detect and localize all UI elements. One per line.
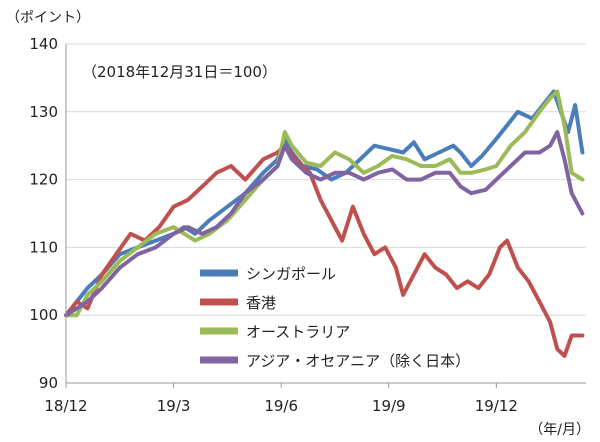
y-tick-label: 120: [29, 171, 58, 189]
x-tick-label: 19/9: [372, 397, 406, 415]
x-tick-label: 19/6: [264, 397, 298, 415]
series-lines: [64, 89, 585, 358]
x-axis-ticks: 18/12 19/3 19/6 19/9 19/12: [44, 383, 518, 415]
x-tick-label: 19/12: [475, 397, 518, 415]
y-tick-label: 130: [29, 103, 58, 121]
legend-label-0: シンガポール: [246, 265, 336, 283]
series-line-2: [64, 89, 585, 318]
y-tick-label: 110: [29, 238, 58, 256]
y-axis-unit-label: （ポイント）: [6, 10, 90, 26]
legend-label-1: 香港: [246, 294, 276, 312]
legend-label-2: オーストラリア: [246, 323, 350, 341]
y-tick-label: 90: [39, 374, 58, 392]
y-axis-ticks: 90 100 110 120 130 140: [29, 35, 58, 392]
series-line-3: [64, 130, 585, 318]
x-axis-unit-label: （年/月）: [529, 422, 590, 438]
series-line-1: [64, 143, 585, 358]
x-tick-label: 19/3: [157, 397, 191, 415]
base-date-note: （2018年12月31日＝100）: [82, 63, 277, 81]
x-tick-label: 18/12: [44, 397, 87, 415]
y-tick-label: 140: [29, 35, 58, 53]
y-tick-label: 100: [29, 306, 58, 324]
legend-label-3: アジア・オセアニア（除く日本）: [246, 352, 470, 370]
